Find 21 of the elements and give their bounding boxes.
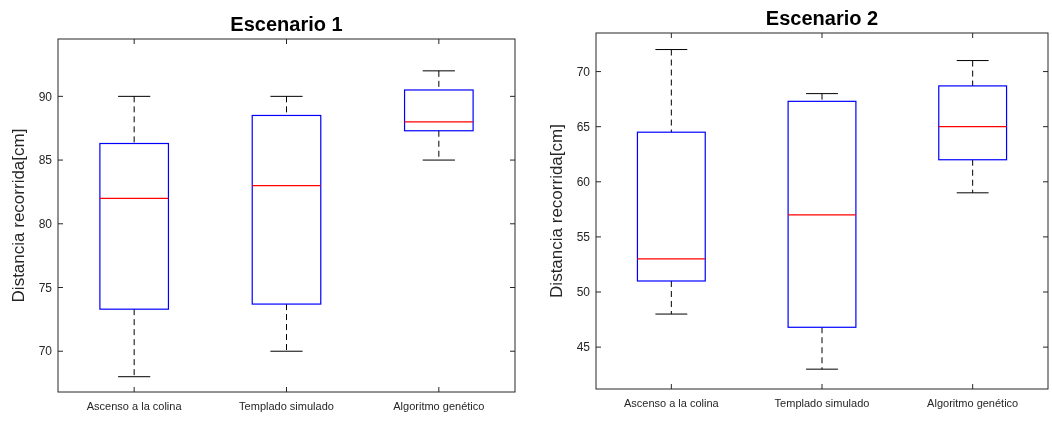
x-tick-label: Ascenso a la colina — [86, 400, 183, 412]
y-tick-label: 60 — [576, 174, 591, 189]
y-tick-label: 45 — [576, 340, 591, 355]
y-tick-label: 55 — [576, 230, 591, 245]
y-tick-label: 80 — [38, 216, 53, 231]
y-tick-label: 70 — [38, 344, 53, 359]
chart-title: Escenario 2 — [765, 7, 879, 29]
x-tick-label: Ascenso a la colina — [623, 397, 720, 409]
y-tick-label: 90 — [38, 89, 53, 104]
x-tick-label: Templado simulado — [774, 397, 870, 409]
y-axis-title: Distancia recorrida[cm] — [547, 124, 566, 298]
y-tick-label: 75 — [38, 280, 53, 295]
y-axis-title: Distancia recorrida[cm] — [9, 128, 28, 303]
x-tick-label: Algoritmo genético — [927, 397, 1019, 409]
y-tick-label: 85 — [38, 153, 53, 168]
y-tick-label: 70 — [576, 64, 591, 79]
x-tick-label: Algoritmo genético — [393, 400, 485, 412]
chart-title: Escenario 1 — [230, 13, 343, 35]
x-tick-label: Templado simulado — [239, 400, 334, 412]
y-tick-label: 65 — [576, 119, 591, 134]
y-tick-label: 50 — [576, 285, 591, 300]
